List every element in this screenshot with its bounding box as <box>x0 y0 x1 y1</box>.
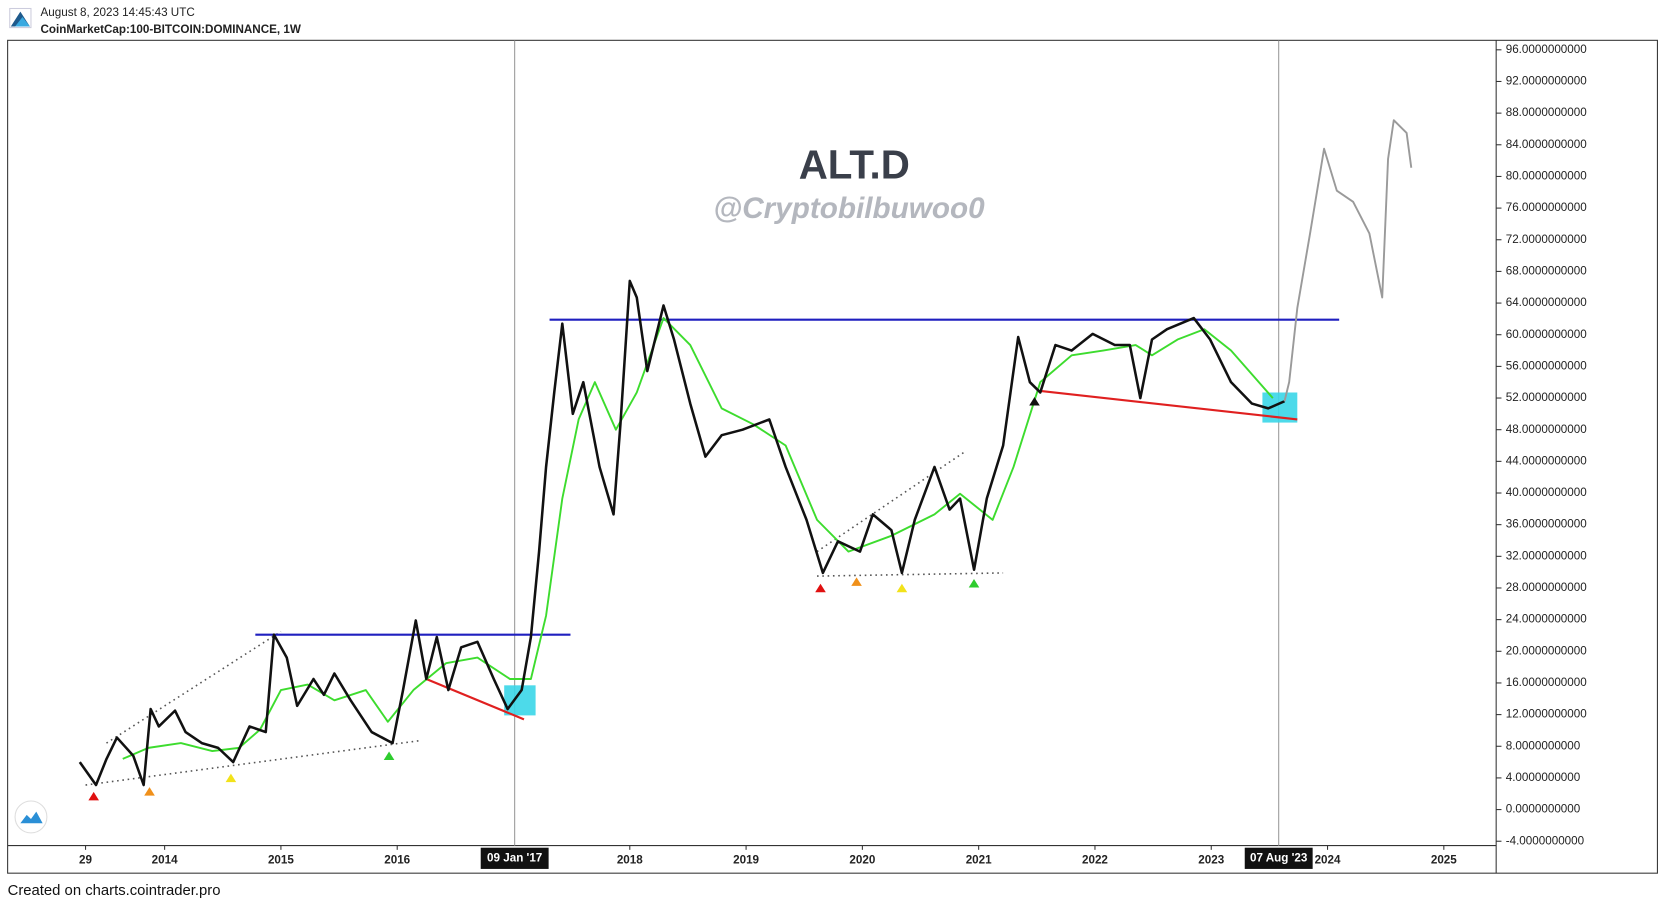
x-tick-label: 2015 <box>268 854 294 867</box>
y-tick-label: 84.0000000000 <box>1506 138 1588 151</box>
series-line <box>78 279 1286 787</box>
x-tick-label: 29 <box>79 854 92 867</box>
x-tick-label: 2014 <box>152 854 178 867</box>
y-tick-label: 76.0000000000 <box>1506 201 1588 214</box>
signal-marker <box>1029 396 1040 406</box>
trendline <box>816 450 967 553</box>
cursor-label: 09 Jan '17 <box>487 851 542 864</box>
watermark-subtitle: @Cryptobilbuwoo0 <box>713 192 985 225</box>
x-tick-label: 2022 <box>1082 854 1108 867</box>
x-tick-label: 2021 <box>966 854 992 867</box>
y-tick-label: 40.0000000000 <box>1506 486 1588 499</box>
y-tick-label: 0.0000000000 <box>1506 803 1581 816</box>
y-tick-label: 68.0000000000 <box>1506 264 1588 277</box>
logo-shape <box>15 16 30 27</box>
cursor-label-bg <box>480 847 549 869</box>
signal-marker <box>144 787 155 796</box>
tv-icon <box>14 800 48 834</box>
x-tick-label: 2018 <box>617 854 643 867</box>
y-tick-label: 80.0000000000 <box>1506 170 1588 183</box>
signal-marker <box>896 583 908 593</box>
y-tick-label: 8.0000000000 <box>1506 739 1581 752</box>
y-tick-label: 20.0000000000 <box>1506 644 1588 657</box>
y-tick-label: 48.0000000000 <box>1506 423 1588 436</box>
y-tick-label: 96.0000000000 <box>1506 43 1588 56</box>
y-tick-label: 16.0000000000 <box>1506 676 1588 689</box>
highlight-box <box>504 685 536 716</box>
y-tick-label: 44.0000000000 <box>1506 454 1588 467</box>
y-tick-label: 28.0000000000 <box>1506 581 1588 594</box>
signal-marker <box>851 577 862 586</box>
signal-marker <box>225 773 237 783</box>
y-tick-label: 24.0000000000 <box>1506 613 1588 626</box>
watermark-title: ALT.D <box>799 142 910 187</box>
signal-marker <box>815 583 826 593</box>
y-tick-label: 56.0000000000 <box>1506 359 1588 372</box>
plot: -4.0000000000 0.0000000000 4.0000000000 8.0… <box>78 40 1588 869</box>
series-line <box>1283 119 1413 402</box>
x-tick-label: 2025 <box>1431 854 1457 867</box>
timestamp: August 8, 2023 14:45:43 UTC <box>41 6 195 19</box>
trendline <box>1040 389 1298 421</box>
y-tick-label: 12.0000000000 <box>1506 708 1588 721</box>
signal-marker <box>88 791 99 801</box>
y-tick-label: 72.0000000000 <box>1506 233 1588 246</box>
y-tick-label: -4.0000000000 <box>1506 834 1585 847</box>
icon-circle <box>14 800 48 834</box>
trendline <box>425 678 525 721</box>
logo <box>9 7 32 29</box>
x-tick-label: 2016 <box>384 854 410 867</box>
x-tick-label: 2019 <box>733 854 759 867</box>
signal-marker <box>383 751 395 761</box>
series-line <box>122 317 1274 760</box>
footer: Created on charts.cointrader.pro <box>8 883 221 899</box>
y-tick-label: 92.0000000000 <box>1506 75 1588 88</box>
x-tick-label: 2023 <box>1198 854 1224 867</box>
chart-frame <box>7 39 1658 874</box>
y-tick-label: 64.0000000000 <box>1506 296 1588 309</box>
cursor-label: 07 Aug '23 <box>1250 851 1308 864</box>
y-tick-label: 4.0000000000 <box>1506 771 1581 784</box>
x-tick-label: 2020 <box>849 854 875 867</box>
trendline <box>817 572 1004 577</box>
x-tick-label: 2024 <box>1315 854 1341 867</box>
y-tick-label: 52.0000000000 <box>1506 391 1588 404</box>
y-tick-label: 88.0000000000 <box>1506 106 1588 119</box>
cursor-label-bg <box>1244 847 1313 869</box>
symbol: CoinMarketCap:100-BITCOIN:DOMINANCE, 1W <box>41 23 301 36</box>
signal-marker <box>968 578 980 588</box>
y-tick-label: 32.0000000000 <box>1506 549 1588 562</box>
icon-shape <box>20 811 43 824</box>
y-tick-label: 60.0000000000 <box>1506 328 1588 341</box>
y-tick-label: 36.0000000000 <box>1506 518 1588 531</box>
